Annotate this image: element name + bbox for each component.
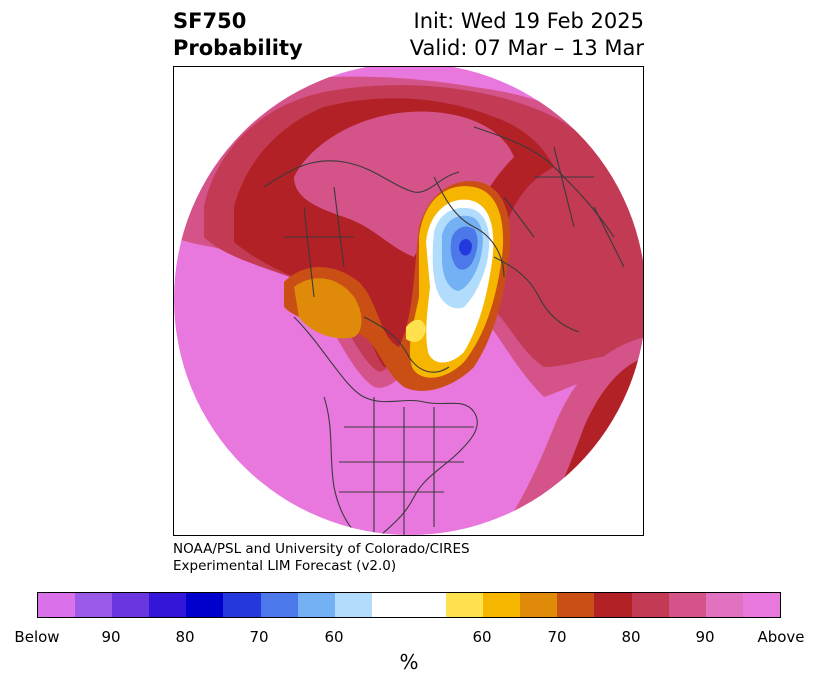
colorbar-segment <box>112 593 150 617</box>
probability-field <box>174 67 643 535</box>
colorbar-tick-label: Above <box>757 628 805 646</box>
init-date: Init: Wed 19 Feb 2025 <box>413 9 644 33</box>
colorbar-segment <box>594 593 632 617</box>
colorbar-tick-label: 80 <box>621 628 641 646</box>
valid-range: Valid: 07 Mar – 13 Mar <box>409 36 644 60</box>
colorbar-segment <box>186 593 224 617</box>
chart-title-right: Init: Wed 19 Feb 2025 Valid: 07 Mar – 13… <box>410 8 644 62</box>
colorbar-segment <box>446 593 484 617</box>
colorbar-segment <box>742 593 780 617</box>
credit-line-1: NOAA/PSL and University of Colorado/CIRE… <box>173 541 470 557</box>
colorbar-segment <box>371 593 447 617</box>
colorbar-tick-label: 70 <box>547 628 567 646</box>
colorbar-segment <box>668 593 706 617</box>
colorbar-tick-label: 80 <box>175 628 195 646</box>
colorbar-unit: % <box>399 650 419 674</box>
colorbar-tick-label: 90 <box>101 628 121 646</box>
colorbar-tick-label: 60 <box>472 628 492 646</box>
credit-line-2: Experimental LIM Forecast (v2.0) <box>173 558 397 574</box>
colorbar-segment <box>149 593 187 617</box>
chart-title-left: SF750 Probability <box>173 8 303 62</box>
colorbar <box>37 592 781 618</box>
colorbar-segment <box>297 593 335 617</box>
colorbar-segment <box>260 593 298 617</box>
colorbar-segment <box>38 593 76 617</box>
forecast-map-svg <box>174 67 643 535</box>
colorbar-segment <box>75 593 113 617</box>
colorbar-segment <box>483 593 521 617</box>
colorbar-tick-label: 90 <box>695 628 715 646</box>
colorbar-segment <box>631 593 669 617</box>
colorbar-segment <box>334 593 372 617</box>
field-above-55 <box>294 278 362 339</box>
variable-title: SF750 <box>173 9 247 33</box>
colorbar-segment <box>557 593 595 617</box>
colorbar-segment <box>705 593 743 617</box>
field-above-50 <box>406 319 426 342</box>
field-below-90 <box>459 239 472 256</box>
variable-subtitle: Probability <box>173 36 303 60</box>
colorbar-tick-label: 60 <box>324 628 344 646</box>
polar-map <box>173 66 644 536</box>
colorbar-segment <box>520 593 558 617</box>
credit-text: NOAA/PSL and University of Colorado/CIRE… <box>173 541 470 575</box>
colorbar-tick-label: 70 <box>249 628 269 646</box>
colorbar-segment <box>223 593 261 617</box>
colorbar-tick-label: Below <box>14 628 60 646</box>
